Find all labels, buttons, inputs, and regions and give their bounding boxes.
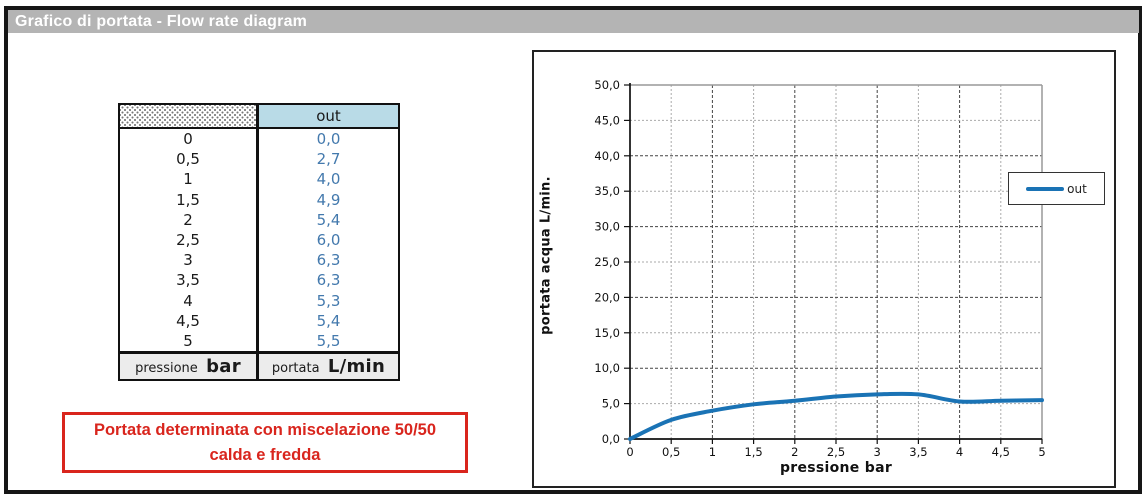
cell-pressione: 1,5 xyxy=(120,189,259,210)
table-row: 4,5 5,4 xyxy=(120,310,398,331)
mixing-note-box: Portata determinata con miscelazione 50/… xyxy=(62,412,468,473)
svg-text:4: 4 xyxy=(956,445,963,459)
svg-text:3: 3 xyxy=(874,445,881,459)
cell-out: 4,0 xyxy=(316,170,341,189)
cell-pressione: 0,5 xyxy=(120,149,259,170)
table-row: 3 6,3 xyxy=(120,250,398,271)
legend-line-swatch xyxy=(1026,186,1065,191)
svg-text:15,0: 15,0 xyxy=(594,326,620,340)
table-row: 2,5 6,0 xyxy=(120,229,398,251)
svg-text:1,5: 1,5 xyxy=(744,445,762,459)
cell-out: 0,0 xyxy=(316,130,341,148)
page-title: Grafico di portata - Flow rate diagram xyxy=(15,13,308,30)
cell-out: 6,0 xyxy=(316,230,341,249)
x-axis-title: pressione bar xyxy=(779,460,893,476)
cell-out: 6,3 xyxy=(316,271,341,290)
table-row: 1 4,0 xyxy=(120,169,398,190)
cell-out: 2,7 xyxy=(316,150,341,169)
cell-pressione: 1 xyxy=(120,169,259,190)
svg-text:3,5: 3,5 xyxy=(909,445,927,459)
cell-pressione: 5 xyxy=(120,330,259,352)
svg-text:0,0: 0,0 xyxy=(602,432,620,446)
note-line-2: calda e fredda xyxy=(209,445,321,464)
table-header-out: out xyxy=(259,105,398,127)
title-bar: Grafico di portata - Flow rate diagram xyxy=(8,10,1139,33)
svg-text:5: 5 xyxy=(1038,445,1045,459)
cell-pressione: 3,5 xyxy=(120,270,259,291)
table-row: 2 5,4 xyxy=(120,209,398,230)
cell-pressione: 2 xyxy=(120,209,259,230)
table-body: 0 0,0 0,5 2,7 1 4,0 1,5 4,9 2 5,4 2,5 6,0 3 6,3 3,5 6,3… xyxy=(120,129,398,352)
svg-text:40,0: 40,0 xyxy=(594,149,620,163)
svg-text:10,0: 10,0 xyxy=(594,361,620,375)
table-row: 4 5,3 xyxy=(120,290,398,311)
table-header-pattern-cell xyxy=(120,105,259,127)
y-axis-title: portata acqua L/min. xyxy=(538,176,554,335)
svg-text:2,5: 2,5 xyxy=(827,445,845,459)
svg-text:25,0: 25,0 xyxy=(594,255,620,269)
cell-out: 6,3 xyxy=(316,251,341,270)
cell-pressione: 4,5 xyxy=(120,310,259,331)
legend-entry-out: out xyxy=(1067,181,1087,196)
table-row: 0 0,0 xyxy=(120,129,398,150)
svg-text:0: 0 xyxy=(626,445,633,459)
table-footer-pressione: pressione bar xyxy=(120,354,259,380)
cell-pressione: 3 xyxy=(120,250,259,271)
cell-pressione: 2,5 xyxy=(120,229,259,251)
table-footer-row: pressione bar portata L/min xyxy=(120,351,398,380)
table-row: 1,5 4,9 xyxy=(120,189,398,210)
cell-pressione: 0 xyxy=(120,129,259,150)
table-header-row: out xyxy=(120,105,398,129)
cell-out: 5,4 xyxy=(316,210,341,229)
cell-out: 5,5 xyxy=(316,331,341,350)
svg-text:4,5: 4,5 xyxy=(992,445,1010,459)
svg-text:5,0: 5,0 xyxy=(602,397,620,411)
svg-text:30,0: 30,0 xyxy=(594,220,620,234)
svg-text:0,5: 0,5 xyxy=(662,445,680,459)
cell-pressione: 4 xyxy=(120,290,259,311)
chart-canvas: 0 0,5 1 1,5 2 2,5 3 3,5 4 4,5 50,05,010,015,020,02… xyxy=(594,78,1045,459)
note-line-1: Portata determinata con miscelazione 50/… xyxy=(93,420,437,439)
svg-text:2: 2 xyxy=(791,445,798,459)
svg-text:45,0: 45,0 xyxy=(594,113,620,127)
cell-out: 4,9 xyxy=(316,190,341,209)
cell-out: 5,4 xyxy=(316,311,341,330)
svg-text:50,0: 50,0 xyxy=(594,78,620,92)
flow-rate-table: out 0 0,0 0,5 2,7 1 4,0 1,5 4,9 2 5,4 2,5 6,0 3 6,3 3,… xyxy=(118,103,400,382)
svg-text:35,0: 35,0 xyxy=(594,184,620,198)
table-footer-portata: portata L/min xyxy=(271,356,386,378)
svg-text:1: 1 xyxy=(709,445,716,459)
series-line-out xyxy=(628,391,1044,441)
table-row: 0,5 2,7 xyxy=(120,149,398,170)
table-row: 3,5 6,3 xyxy=(120,270,398,291)
svg-text:20,0: 20,0 xyxy=(594,290,620,304)
table-row: 5 5,5 xyxy=(120,330,398,352)
flow-rate-chart: 0 0,5 1 1,5 2 2,5 3 3,5 4 4,5 5 0,0 5,0 10,0 15,0 20,0 2… xyxy=(532,50,1116,488)
chart-legend: out xyxy=(1008,172,1105,205)
cell-out: 5,3 xyxy=(316,291,341,310)
